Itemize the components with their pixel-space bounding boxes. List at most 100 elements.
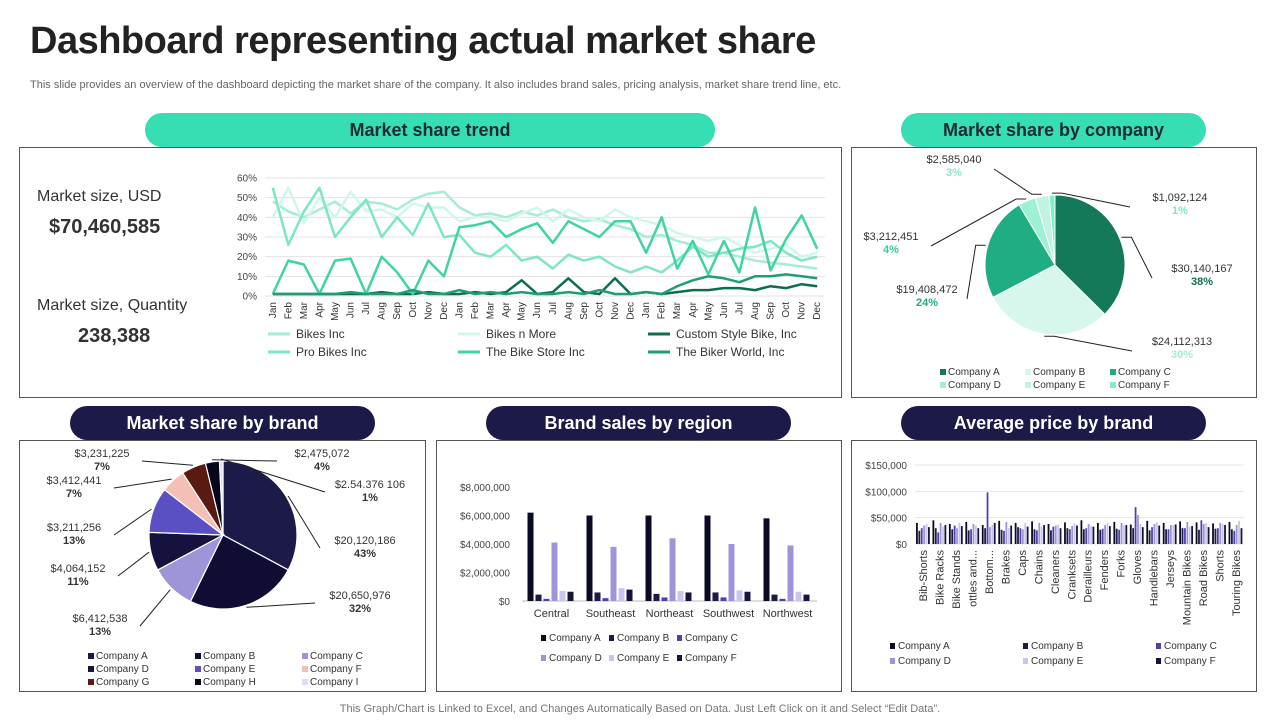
price-x-tick-label: Road Bikes: [1198, 550, 1210, 607]
trend-x-tick-label: Apr: [314, 301, 325, 317]
trend-legend-label: Custom Style Bike, Inc: [676, 327, 797, 341]
price-bar: [1221, 523, 1224, 544]
brand-legend-label: Company E: [203, 664, 256, 675]
region-bar: [551, 542, 558, 601]
brand-legend-label: Company I: [310, 677, 358, 688]
trend-x-tick-label: Oct: [781, 302, 792, 318]
trend-x-tick-label: Oct: [408, 302, 419, 318]
trend-x-tick-label: Jul: [361, 302, 372, 315]
trend-x-tick-label: Jan: [454, 302, 465, 318]
price-bar: [1005, 521, 1008, 544]
price-legend-label: Company C: [1164, 641, 1217, 652]
price-bar: [1082, 529, 1085, 544]
region-x-tick-label: Northwest: [763, 608, 813, 620]
region-y-tick-label: $8,000,000: [460, 483, 510, 494]
region-y-tick-label: $0: [499, 597, 511, 608]
price-bar: [1047, 523, 1050, 544]
trend-x-tick-label: Feb: [283, 302, 294, 320]
brand-pie-leader: [221, 458, 326, 493]
region-bar: [803, 594, 810, 601]
price-y-tick-label: $0: [896, 540, 908, 551]
trend-legend-label: Bikes n More: [486, 327, 556, 341]
price-x-tick-label: Bib-Shorts: [918, 550, 930, 602]
company-pie-slice: [1048, 194, 1056, 266]
price-bar: [981, 525, 984, 544]
price-bar: [937, 532, 940, 544]
trend-x-tick-label: May: [703, 302, 714, 321]
price-bar: [942, 526, 944, 544]
trend-x-tick-label: Nov: [610, 302, 621, 320]
region-bar: [712, 592, 719, 601]
price-bar: [1040, 526, 1043, 544]
panel-market-share-brand: $20,120,186 43% $20,650,976 32% $6,412,538 13…: [19, 440, 426, 692]
company-pie-leader: [966, 244, 986, 300]
price-bar: [1186, 521, 1189, 544]
price-bar: [1064, 522, 1066, 544]
price-bar: [1158, 525, 1161, 544]
price-x-tick-label: Bike Racks: [935, 550, 947, 606]
price-bar: [1129, 524, 1132, 544]
brand-pie-value-label: $3,231,225: [74, 448, 129, 460]
price-bar: [1179, 521, 1182, 544]
region-bar: [535, 594, 542, 601]
trend-y-tick-label: 20%: [237, 252, 257, 263]
price-x-tick-label: Handlebars: [1149, 550, 1161, 607]
price-y-tick-label: $50,000: [871, 514, 908, 525]
region-legend-label: Company C: [685, 633, 738, 644]
region-bar: [787, 545, 794, 601]
price-bar: [1207, 527, 1210, 544]
price-bar: [1216, 528, 1219, 544]
trend-x-tick-label: Jun: [346, 302, 357, 318]
price-legend-label: Company B: [1031, 641, 1084, 652]
price-bar: [1007, 528, 1010, 544]
company-legend-swatch: [1025, 382, 1031, 388]
region-bar: [645, 515, 652, 601]
trend-x-tick-label: Feb: [657, 302, 668, 320]
brand-pie-leader: [246, 602, 316, 608]
company-pie-leader: [1121, 236, 1153, 279]
price-x-tick-label: Brakes: [1000, 550, 1012, 585]
price-bar: [948, 523, 951, 544]
brand-legend-label: Company D: [96, 664, 149, 675]
brand-pie-slice: [218, 460, 224, 536]
price-bar: [1230, 529, 1233, 544]
company-pie-slice: [1054, 194, 1126, 315]
brand-legend-swatch: [195, 679, 201, 685]
price-bar: [1003, 530, 1005, 544]
company-legend-swatch: [940, 382, 946, 388]
price-bar: [1181, 528, 1184, 544]
brand-pie-leader: [113, 478, 172, 489]
trend-x-tick-label: Dec: [439, 302, 450, 320]
price-bar: [972, 523, 975, 544]
price-bar: [1191, 526, 1194, 544]
trend-series-line: [271, 206, 819, 296]
price-bar: [1113, 521, 1116, 544]
region-legend-label: Company F: [685, 653, 737, 664]
panel-market-share-company: $30,140,167 38% $24,112,313 30% $19,408,472 2…: [851, 147, 1257, 398]
price-x-tick-label: Jerseys: [1165, 550, 1177, 588]
price-bar: [1031, 521, 1033, 544]
price-bar: [1224, 525, 1226, 544]
trend-y-tick-label: 0%: [243, 292, 258, 303]
company-legend-label: Company C: [1118, 367, 1171, 378]
trend-x-tick-label: Mar: [486, 301, 497, 319]
price-bar: [1174, 524, 1177, 544]
trend-x-tick-label: Mar: [299, 301, 310, 319]
trend-x-tick-label: Nov: [797, 302, 808, 320]
price-legend-label: Company D: [898, 656, 951, 667]
brand-pie-percent-label: 7%: [66, 488, 82, 500]
price-bar: [1043, 525, 1045, 544]
region-x-tick-label: Central: [534, 608, 569, 620]
price-bar: [1214, 528, 1217, 544]
company-pie-value-label: $30,140,167: [1171, 263, 1232, 275]
region-bar: [744, 591, 751, 601]
company-legend-swatch: [940, 369, 946, 375]
region-legend-swatch: [609, 655, 614, 661]
price-bar: [1228, 521, 1231, 544]
company-pie-percent-label: 30%: [1171, 349, 1193, 361]
page-title: Dashboard representing actual market sha…: [30, 20, 816, 62]
price-bar: [1169, 525, 1172, 544]
brand-legend-swatch: [195, 653, 201, 659]
company-pie-leader: [1051, 192, 1131, 208]
kpi-size-usd-label: Market size, USD: [37, 188, 162, 205]
